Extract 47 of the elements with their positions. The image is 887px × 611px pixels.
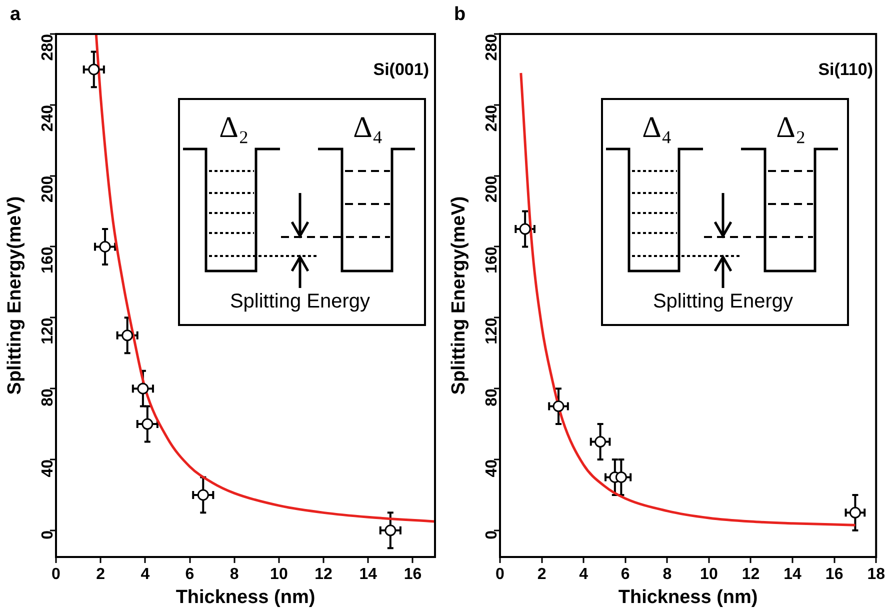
y-tick-label: 200 [483,176,500,203]
x-tick-label: 8 [230,566,239,584]
annotation: Si(110) [818,60,873,80]
x-tick-label: 14 [359,566,378,584]
x-tick-label: 2 [96,566,106,584]
annotation: Si(001) [373,60,429,80]
x-tick-label: 10 [270,566,288,584]
x-axis-title: Thickness (nm) [618,586,758,608]
x-tick-label: 4 [579,566,588,584]
annotation: Δ₄ [353,111,383,145]
y-axis-title: Splitting Energy(meV) [448,196,470,395]
x-tick-label: 4 [140,566,150,584]
y-tick-label: 280 [483,34,500,61]
annotation: Splitting Energy [652,290,794,314]
y-tick-label: 120 [483,318,500,344]
y-tick-label: 200 [39,176,56,203]
x-axis-title: Thickness (nm) [176,586,316,608]
y-tick-label: 160 [483,246,500,274]
y-tick-label: 80 [483,388,500,406]
chart-title: a [10,4,21,26]
y-tick-label: 80 [39,388,56,406]
x-tick-label: 12 [314,566,333,584]
x-tick-label: 6 [620,566,630,584]
y-tick-label: 240 [483,104,500,132]
x-tick-label: 18 [867,566,886,584]
x-tick-label: 14 [784,566,802,584]
x-tick-label: 16 [404,566,422,584]
y-tick-label: 0 [39,530,56,540]
annotation: Splitting Energy [230,290,370,314]
y-tick-label: 120 [39,318,56,344]
x-tick-label: 16 [825,566,844,584]
y-tick-label: 40 [39,459,56,478]
x-tick-label: 2 [537,566,546,584]
x-tick-label: 8 [662,566,672,584]
annotation: Δ₂ [219,111,249,145]
x-tick-label: 10 [700,566,718,584]
y-tick-label: 0 [483,530,500,540]
annotation: Δ₂ [776,111,806,145]
chart-title: b [454,4,466,26]
x-tick-label: 6 [185,566,194,584]
y-tick-label: 160 [39,246,56,274]
y-tick-label: 40 [483,459,500,478]
y-tick-label: 240 [39,104,56,132]
y-axis-title: Splitting Energy(meV) [4,196,26,395]
annotation: Δ₄ [642,111,672,145]
x-tick-label: 12 [742,566,760,584]
y-tick-label: 280 [39,34,56,61]
